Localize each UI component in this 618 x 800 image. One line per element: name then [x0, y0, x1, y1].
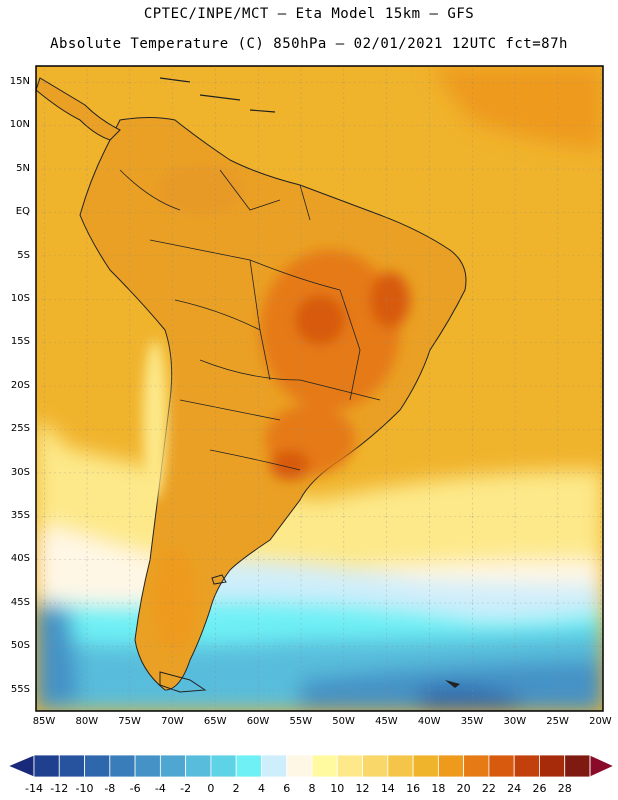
lat-tick-label: EQ: [15, 206, 30, 218]
colorbar-swatch: [564, 754, 591, 778]
lat-tick-label: 30S: [10, 466, 30, 478]
colorbar-swatch: [185, 754, 212, 778]
colorbar-tick-label: 24: [507, 782, 522, 795]
colorbar-swatch: [387, 754, 414, 778]
colorbar-swatch: [33, 754, 60, 778]
lat-tick-label: 20S: [10, 379, 30, 391]
lon-tick-label: 45W: [375, 716, 398, 727]
lat-tick-label: 15S: [10, 336, 30, 348]
graticule: [36, 66, 603, 711]
colorbar-tick-label: 8: [308, 782, 316, 795]
colorbar-swatch: [159, 754, 187, 778]
lon-tick-label: 25W: [546, 716, 569, 727]
lon-tick-label: 65W: [203, 716, 227, 727]
lon-tick-label: 75W: [118, 716, 141, 727]
colorbar-swatch: [134, 754, 161, 778]
colorbar-tick-label: 14: [380, 782, 395, 795]
lat-tick-label: 25S: [10, 423, 30, 435]
lat-tick-label: 40S: [10, 553, 30, 565]
lon-tick-label: 40W: [417, 716, 441, 727]
colorbar-tick-label: -10: [75, 782, 94, 795]
lon-tick-label: 60W: [246, 716, 270, 727]
colorbar-swatch: [539, 754, 566, 778]
lon-tick-label: 50W: [332, 716, 355, 727]
colorbar-swatch: [210, 754, 237, 778]
colorbar-tick-label: 12: [355, 782, 370, 795]
lon-tick-label: 70W: [161, 716, 184, 727]
lat-tick-label: 35S: [10, 510, 30, 521]
colorbar-tick-label: -6: [129, 782, 141, 795]
colorbar-tick-label: 18: [431, 782, 446, 795]
colorbar-swatch: [109, 754, 136, 778]
colorbar-swatch: [488, 754, 515, 778]
lon-tick-label: 20W: [589, 716, 612, 727]
lat-tick-label: 45S: [10, 596, 30, 608]
colorbar-tick-label: -2: [180, 782, 192, 795]
lon-tick-label: 35W: [460, 716, 484, 727]
lon-tick-label: 30W: [503, 716, 527, 727]
colorbar-tick-label: 4: [257, 782, 265, 795]
map-frame: [35, 65, 604, 712]
colorbar-tick-label: 20: [456, 782, 471, 795]
lon-tick-label: 80W: [75, 716, 99, 727]
lat-tick-label: 55S: [10, 683, 30, 695]
colorbar-tick-label: 2: [232, 782, 240, 795]
colorbar-swatch: [336, 754, 363, 778]
lon-tick-label: 55W: [289, 716, 313, 727]
lat-tick-label: 10S: [10, 293, 30, 304]
colorbar-tick-label: 26: [532, 782, 547, 795]
chart-title-line1: CPTEC/INPE/MCT – Eta Model 15km – GFS: [143, 6, 475, 22]
colorbar-tick-label: 10: [330, 782, 345, 795]
chart-title-line2: Absolute Temperature (C) 850hPa – 02/01/…: [50, 36, 568, 52]
colorbar-tick-label: -14: [25, 782, 43, 795]
colorbar-swatch: [235, 754, 262, 778]
colorbar-swatch: [286, 754, 313, 778]
colorbar-swatch: [84, 754, 111, 778]
colorbar-tick-label: 0: [207, 782, 215, 795]
lat-tick-label: 15N: [9, 76, 30, 87]
colorbar-tick-label: 6: [283, 782, 291, 795]
lat-tick-label: 5N: [16, 162, 30, 174]
colorbar-tick-label: -8: [104, 782, 116, 795]
colorbar-tick-label: -12: [50, 782, 69, 795]
colorbar-swatch: [58, 754, 85, 778]
colorbar-swatch: [362, 754, 389, 778]
colorbar-tick-label: 28: [557, 782, 572, 795]
colorbar-swatch: [437, 754, 465, 778]
colorbar-tick-label: 22: [481, 782, 496, 795]
lat-tick-label: 5S: [17, 249, 30, 261]
colorbar-tick-label: 16: [406, 782, 421, 795]
colorbar-tick-label: -4: [154, 782, 166, 795]
lon-tick-label: 85W: [32, 716, 56, 727]
colorbar-swatch: [463, 754, 490, 778]
colorbar-under-arrow: [6, 754, 35, 778]
lat-tick-label: 10N: [9, 119, 30, 131]
lat-tick-label: 50S: [10, 640, 30, 652]
colorbar-swatch: [513, 754, 540, 778]
colorbar-swatch: [261, 754, 288, 778]
colorbar-swatch: [311, 754, 338, 778]
colorbar: [6, 754, 616, 778]
colorbar-over-arrow: [589, 754, 616, 778]
colorbar-swatch: [412, 754, 439, 778]
